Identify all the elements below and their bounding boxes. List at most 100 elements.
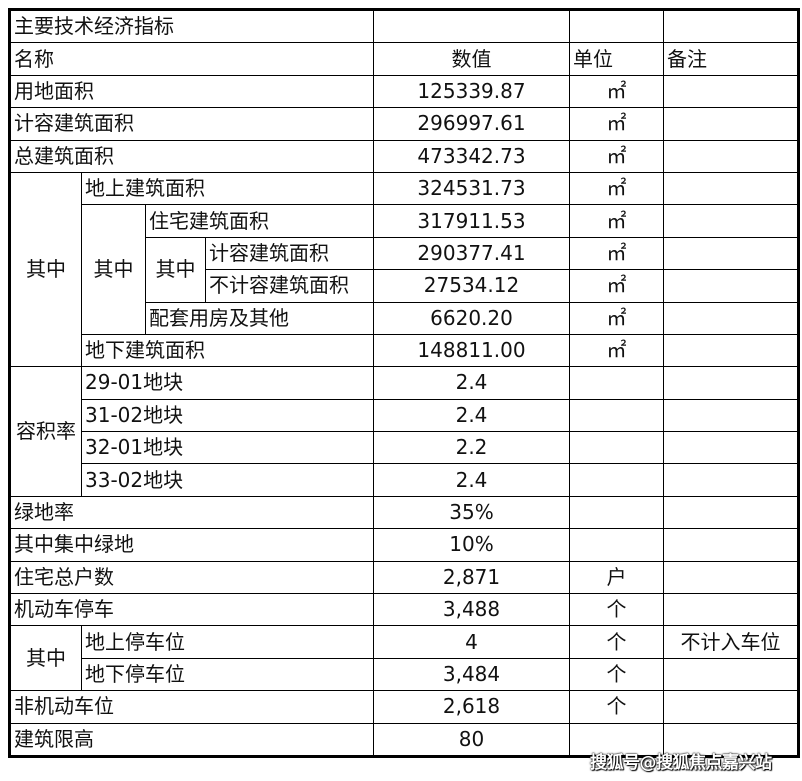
row-value: 290377.41 [373,236,570,271]
row-unit: ㎡ [569,74,664,109]
row-unit: 个 [569,593,664,627]
row-name: 用地面积 [9,74,374,109]
row-note [663,690,799,724]
table-row: 配套用房及其他 6620.20 ㎡ [10,301,799,335]
row-unit: ㎡ [569,333,664,368]
row-unit [569,722,664,757]
table-cell [569,8,664,44]
row-unit: ㎡ [569,204,664,238]
row-unit [569,431,664,465]
table-row: 其中 地上停车位 4 个不计入车位 [9,625,799,692]
table-row: 31-02地块 2.4 [10,398,799,433]
row-unit: 个 [569,625,664,659]
table-row: 容积率 29-01地块 2.4 [9,366,799,497]
table-cell [373,8,570,44]
row-note [663,333,799,368]
row-value: 2.4 [373,463,570,497]
row-note [663,495,799,530]
table-row: 主要技术经济指标 [9,8,799,44]
table-row: 计容建筑面积 296997.61 ㎡ [9,107,799,141]
row-value: 324531.73 [373,171,570,206]
row-unit: ㎡ [569,171,664,206]
table-row: 机动车停车 3,488 个 [9,593,799,627]
header-unit: 单位 [569,42,664,76]
row-name: 总建筑面积 [9,139,374,173]
table-cell [663,8,799,44]
row-unit: ㎡ [569,269,664,303]
row-note [663,139,799,173]
row-name: 不计容建筑面积 [205,269,374,303]
row-name: 32-01地块 [81,431,374,465]
group-label: 其中 [9,171,82,368]
header-note: 备注 [663,42,799,76]
row-name: 计容建筑面积 [9,107,374,141]
table-row: 其中 住宅建筑面积 317911.53 ㎡ [10,204,799,335]
row-unit: ㎡ [569,236,664,271]
row-value: 3,484 [373,657,570,692]
row-unit [569,366,664,400]
row-name: 配套用房及其他 [145,301,374,335]
row-unit [569,528,664,562]
row-note [663,560,799,595]
table-row: 不计容建筑面积 27534.12 ㎡ [10,269,799,303]
row-note: 不计入车位 [663,625,799,659]
row-note [663,204,799,238]
row-note [663,107,799,141]
row-note [663,722,799,757]
row-note [663,366,799,400]
row-value: 4 [373,625,570,659]
row-name: 地下停车位 [81,657,374,692]
row-value: 2,618 [373,690,570,724]
table-row: 用地面积 125339.87 ㎡ [9,74,799,109]
row-name: 住宅建筑面积 [145,204,374,238]
row-note [663,236,799,271]
row-value: 2,871 [373,560,570,595]
row-note [663,431,799,465]
header-name: 名称 [9,42,374,76]
row-value: 6620.20 [373,301,570,335]
row-unit [569,398,664,433]
row-value: 2.4 [373,366,570,400]
group-label: 其中 [145,236,206,303]
row-note [663,528,799,562]
row-note [663,593,799,627]
table-row: 其中集中绿地 10% [9,528,799,562]
row-name: 绿地率 [9,495,374,530]
row-value: 317911.53 [373,204,570,238]
table-row: 其中 地上建筑面积 324531.73 ㎡ [9,171,799,368]
row-name: 住宅总户数 [9,560,374,595]
row-unit: ㎡ [569,139,664,173]
row-unit [569,463,664,497]
watermark: 搜狐号@搜狐焦点嘉兴站 [590,753,772,773]
row-name: 地上停车位 [81,625,374,659]
table-row: 建筑限高 80 [9,722,799,757]
row-note [663,74,799,109]
row-unit: ㎡ [569,301,664,335]
row-note [663,657,799,692]
row-value: 35% [373,495,570,530]
row-value: 473342.73 [373,139,570,173]
table-row: 地下建筑面积 148811.00 ㎡ [10,333,799,368]
row-name: 地下建筑面积 [81,333,374,368]
row-unit: 个 [569,657,664,692]
row-note [663,171,799,206]
row-name: 非机动车位 [9,690,374,724]
group-label: 容积率 [9,366,82,497]
row-name: 29-01地块 [81,366,374,400]
table-row: 名称 数值 单位 备注 [9,42,799,76]
row-name: 33-02地块 [81,463,374,497]
row-value: 148811.00 [373,333,570,368]
row-unit: ㎡ [569,107,664,141]
table-row: 总建筑面积 473342.73 ㎡ [9,139,799,173]
group-label: 其中 [81,204,146,335]
table-title: 主要技术经济指标 [9,8,374,44]
row-name: 计容建筑面积 [205,236,374,271]
table-row: 32-01地块 2.2 [10,431,799,465]
row-note [663,301,799,335]
row-note [663,398,799,433]
table-row: 住宅总户数 2,871 户 [9,560,799,595]
row-value: 296997.61 [373,107,570,141]
table-row: 33-02地块 2.4 [10,463,799,497]
table-row: 绿地率 35% [9,495,799,530]
